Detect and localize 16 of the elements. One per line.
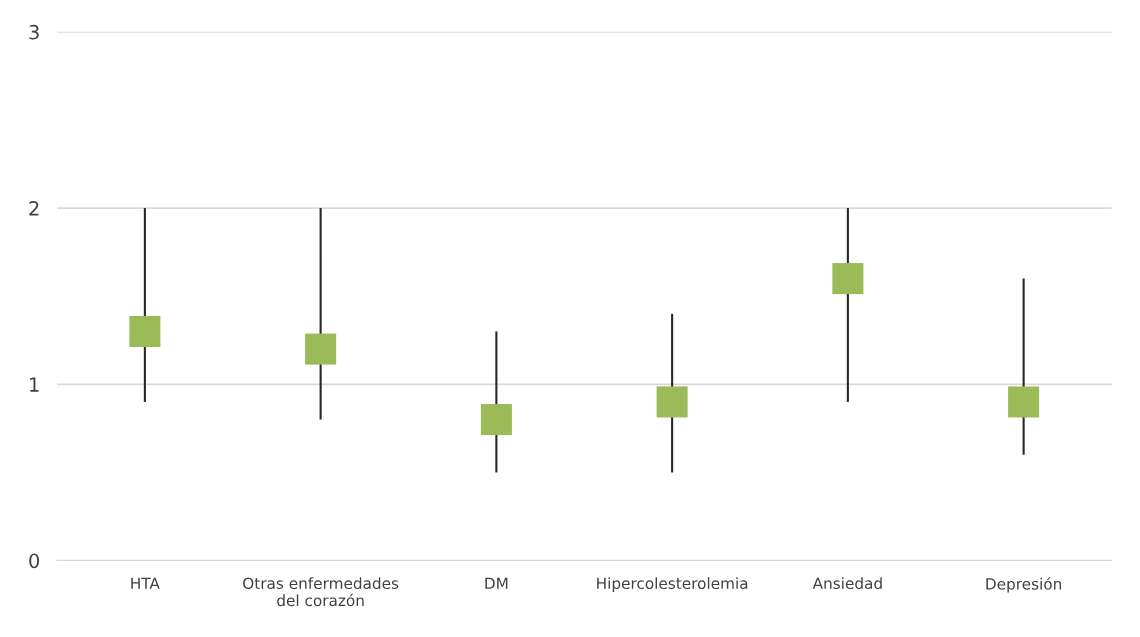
y-tick-label: 3 — [29, 24, 39, 40]
y-tick-label: 1 — [30, 377, 39, 392]
point — [480, 404, 512, 436]
x-tick-label: HTA — [131, 577, 160, 589]
x-tick-label: Hipercolesterolemia — [597, 577, 748, 593]
x-tick-label: DM — [485, 577, 508, 589]
point — [832, 263, 864, 295]
y-tick-label: 0 — [29, 553, 40, 569]
point — [305, 333, 337, 365]
x-tick-label: Otras enfermedades del corazón — [243, 577, 399, 607]
x-tick-label: Depresión — [986, 577, 1062, 593]
point — [129, 315, 161, 347]
y-tick-label: 2 — [29, 201, 39, 216]
point — [1008, 386, 1040, 418]
x-tick-label: Ansiedad — [812, 577, 882, 590]
point — [656, 386, 688, 418]
